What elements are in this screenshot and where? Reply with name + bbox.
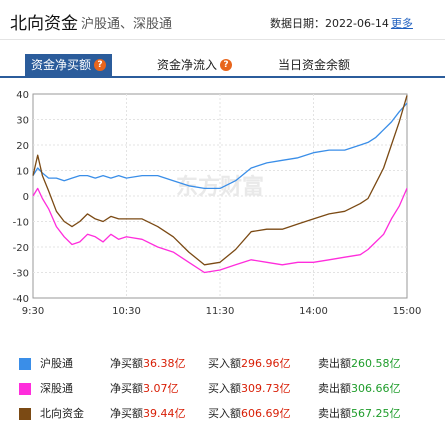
question-icon[interactable]: ?: [220, 59, 233, 71]
legend-row-north: 北向资金 净买额39.44亿 买入额606.69亿 卖出额567.25亿: [0, 405, 445, 423]
x-tick-label: 15:00: [393, 306, 422, 317]
y-tick-label: 40: [16, 90, 29, 101]
page-subtitle: 沪股通、深股通: [81, 17, 173, 32]
legend-swatch-sz: [19, 383, 31, 395]
y-tick-label: 20: [16, 141, 29, 152]
north-flow-chart[interactable]: 40 30 20 10 0 -10 -20 -30 -409:30 10:30 11:30 14:00…: [0, 82, 445, 327]
y-tick-label: -10: [13, 218, 29, 229]
y-tick-label: -30: [13, 269, 29, 280]
legend-name: 深股通: [40, 382, 73, 395]
header: 北向资金 沪股通、深股通 数据日期：2022-06-14 更多: [0, 0, 445, 40]
tab-underline: [0, 76, 445, 78]
x-tick-label: 14:00: [299, 306, 328, 317]
tab-daily-balance-label: 当日资金余额: [278, 58, 351, 72]
y-tick-label: -40: [13, 294, 29, 305]
question-icon[interactable]: ?: [94, 59, 107, 71]
date-value: 2022-06-14: [325, 17, 389, 30]
y-tick-label: -20: [13, 243, 29, 254]
tab-net-inflow[interactable]: 资金净流入 ?: [157, 54, 233, 76]
legend-buy: 买入额296.96亿: [208, 357, 291, 370]
series-line-1: [32, 187, 408, 274]
legend-sell: 卖出额306.66亿: [318, 382, 401, 395]
legend-name: 沪股通: [40, 357, 73, 370]
date-label: 数据日期：: [270, 17, 325, 30]
legend-buy: 买入额309.73亿: [208, 382, 291, 395]
tab-net-inflow-label: 资金净流入: [157, 58, 218, 72]
tab-bar: 资金净买额 ? 资金净流入 ? 当日资金余额: [0, 54, 445, 76]
tab-net-buy[interactable]: 资金净买额 ?: [25, 54, 113, 76]
y-tick-label: 0: [23, 192, 29, 203]
legend-sell: 卖出额567.25亿: [318, 407, 401, 420]
legend-swatch-sh: [19, 358, 31, 370]
legend-row-sh: 沪股通 净买额36.38亿 买入额296.96亿 卖出额260.58亿: [0, 355, 445, 373]
legend-buy: 买入额606.69亿: [208, 407, 291, 420]
data-date: 数据日期：2022-06-14 更多: [270, 15, 413, 31]
legend-net: 净买额3.07亿: [110, 382, 179, 395]
y-tick-label: 30: [16, 116, 29, 127]
legend-sell: 卖出额260.58亿: [318, 357, 401, 370]
legend-name: 北向资金: [40, 407, 84, 420]
x-tick-label: 11:30: [206, 306, 235, 317]
x-tick-label: 9:30: [22, 306, 44, 317]
watermark-text: 东方财富: [176, 174, 264, 200]
page-title: 北向资金: [10, 14, 78, 34]
tab-net-buy-label: 资金净买额: [31, 58, 92, 72]
legend-swatch-north: [19, 408, 31, 420]
legend-net: 净买额36.38亿: [110, 357, 186, 370]
series-line-2: [32, 95, 408, 266]
legend-net: 净买额39.44亿: [110, 407, 186, 420]
tab-daily-balance[interactable]: 当日资金余额: [278, 54, 350, 76]
legend-row-sz: 深股通 净买额3.07亿 买入额309.73亿 卖出额306.66亿: [0, 380, 445, 398]
y-tick-label: 10: [16, 167, 29, 178]
series-line-0: [32, 102, 408, 190]
more-link[interactable]: 更多: [390, 17, 413, 30]
x-tick-label: 10:30: [112, 306, 141, 317]
